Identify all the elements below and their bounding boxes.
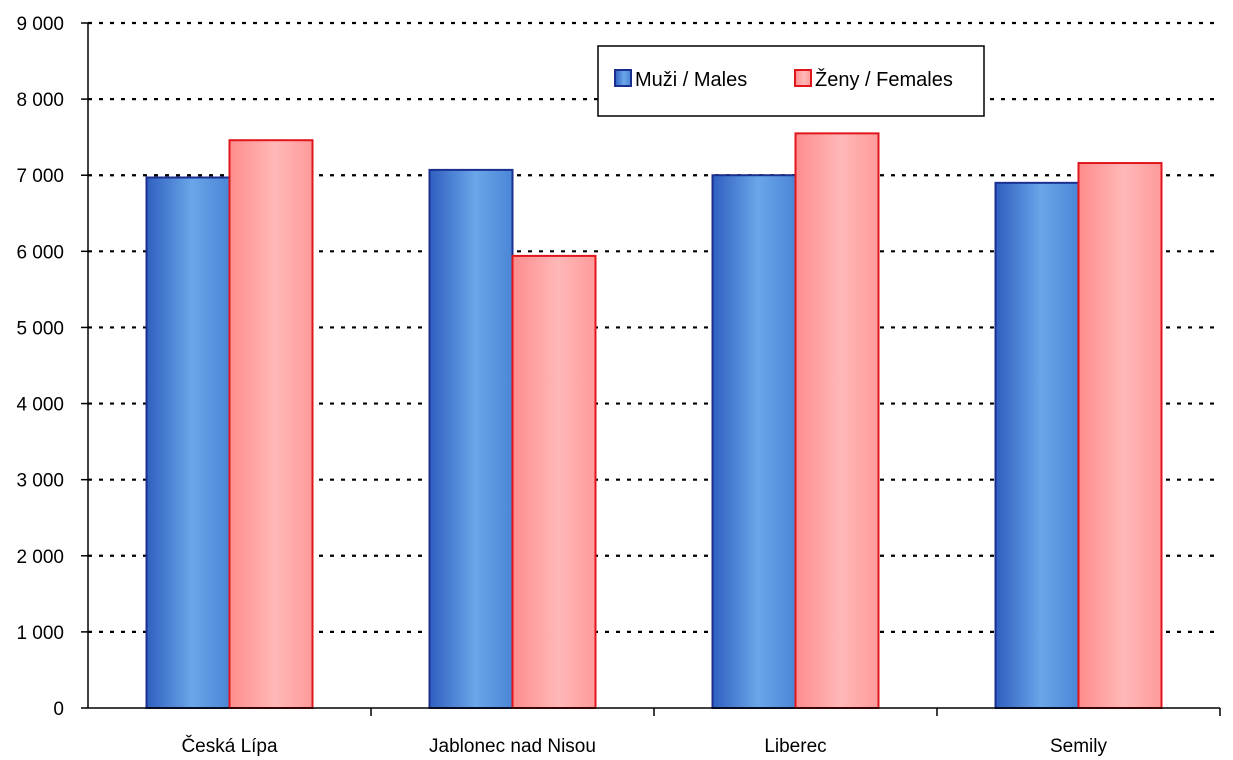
legend-label-males: Muži / Males	[635, 69, 747, 91]
y-tick-label: 1 000	[16, 623, 64, 644]
legend-swatch-females	[794, 69, 812, 87]
bar-females	[228, 139, 314, 709]
y-tick-label: 2 000	[16, 547, 64, 568]
y-tick-label: 7 000	[16, 166, 64, 187]
axes	[81, 22, 1221, 716]
bar-females	[1077, 162, 1163, 710]
bar-males	[428, 168, 514, 709]
x-tick-label: Semily	[1050, 736, 1108, 757]
legend-swatch-males	[614, 69, 632, 87]
y-tick-label: 9 000	[16, 14, 64, 35]
bar-females	[511, 254, 597, 709]
y-tick-label: 4 000	[16, 395, 64, 416]
legend-box	[597, 45, 985, 117]
y-tick-label: 8 000	[16, 90, 64, 111]
legend: Muži / Males Ženy / Females	[597, 45, 985, 117]
bars	[145, 132, 1163, 710]
bar-males	[994, 181, 1080, 710]
x-tick-labels: Česká Lípa Jablonec nad Nisou Liberec Semil…	[181, 735, 1107, 757]
y-tick-label: 0	[53, 699, 64, 720]
bar-females	[794, 132, 880, 710]
bar-males	[145, 176, 231, 709]
x-tick-label: Jablonec nad Nisou	[429, 736, 596, 757]
y-tick-labels: 0 1 000 2 000 3 000 4 000 5 000 6 000 7 000 8 00…	[16, 14, 64, 720]
x-tick-label: Liberec	[764, 736, 826, 757]
y-tick-label: 6 000	[16, 242, 64, 263]
y-tick-label: 3 000	[16, 471, 64, 492]
x-tick-label: Česká Lípa	[181, 735, 278, 757]
legend-label-females: Ženy / Females	[815, 68, 953, 91]
y-tick-label: 5 000	[16, 318, 64, 339]
bar-males	[711, 174, 797, 709]
